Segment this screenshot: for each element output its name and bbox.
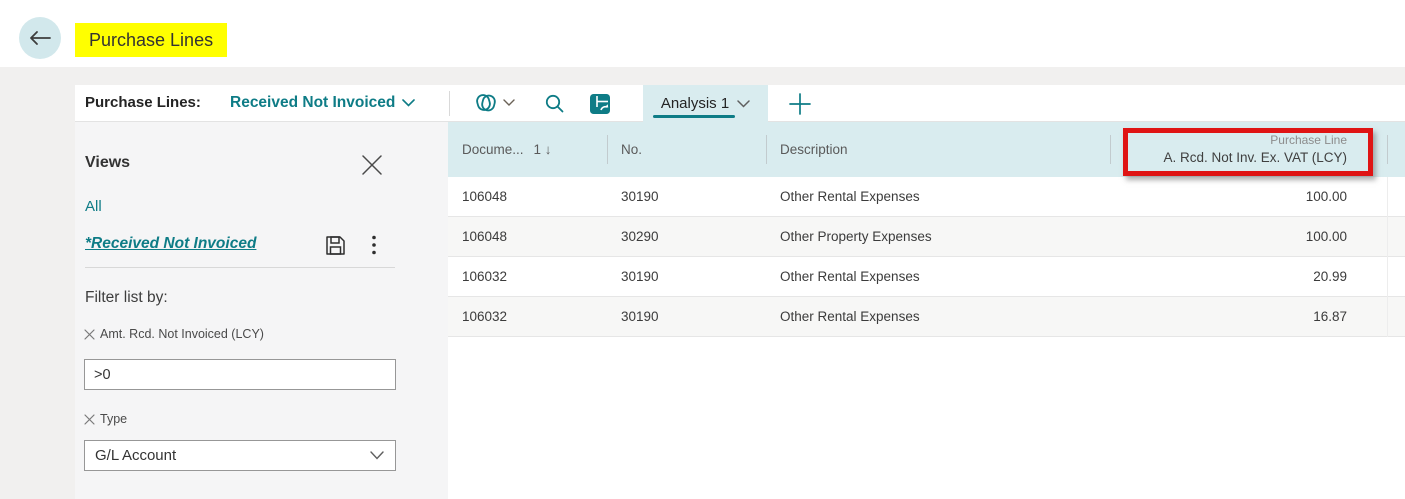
remove-filter-icon[interactable] (84, 413, 95, 425)
back-button[interactable] (19, 17, 61, 59)
back-arrow-icon (29, 30, 51, 46)
table-row[interactable]: 106048 30190 Other Rental Expenses 100.0… (448, 177, 1405, 217)
filter-pane: Views All *Received Not Invoiced (75, 122, 448, 499)
chevron-down-icon (370, 451, 395, 460)
sort-indicator: 1 ↓ (533, 142, 552, 157)
view-selector-dropdown[interactable]: Received Not Invoiced (230, 85, 416, 121)
top-header-band: Purchase Lines (0, 0, 1405, 67)
cell-no[interactable]: 30190 (621, 269, 659, 284)
table-row[interactable]: 106048 30290 Other Property Expenses 100… (448, 217, 1405, 257)
vertical-ellipsis-icon (372, 235, 376, 255)
purchase-lines-table: Docume... 1 ↓ No. Description Purchase Li… (448, 122, 1405, 499)
list-toolbar: Purchase Lines: Received Not Invoiced (75, 85, 1405, 122)
table-row[interactable]: 106032 30190 Other Rental Expenses 20.99 (448, 257, 1405, 297)
column-divider (1110, 135, 1111, 164)
chevron-down-icon (503, 99, 515, 107)
column-header-amount[interactable]: Purchase Line A. Rcd. Not Inv. Ex. VAT (… (1110, 122, 1387, 177)
remove-filter-icon[interactable] (84, 328, 95, 340)
tab-analysis-1[interactable]: Analysis 1 (643, 85, 768, 122)
view-item-received-not-invoiced[interactable]: *Received Not Invoiced (85, 235, 257, 252)
filter-type-label-row: Type (84, 412, 127, 426)
copilot-button[interactable] (473, 91, 515, 115)
analysis-mode-icon (589, 93, 611, 115)
column-header-document-no[interactable]: Docume... 1 ↓ (462, 142, 552, 157)
cell-document-no[interactable]: 106048 (462, 189, 508, 204)
chevron-down-icon (737, 99, 750, 108)
column-divider (1387, 177, 1388, 337)
column-divider (766, 135, 767, 164)
toolbar-divider (449, 91, 450, 116)
column-divider (607, 135, 608, 164)
save-icon (325, 235, 346, 256)
cell-no[interactable]: 30190 (621, 189, 659, 204)
tab-active-underline (653, 115, 735, 118)
cell-amount[interactable]: 20.99 (1313, 269, 1347, 284)
views-section-divider (85, 267, 395, 268)
cell-amount[interactable]: 16.87 (1313, 309, 1347, 324)
filter-amount-label-row: Amt. Rcd. Not Invoiced (LCY) (84, 327, 264, 341)
search-button[interactable] (543, 92, 565, 116)
column-divider (1387, 135, 1388, 164)
column-header-no[interactable]: No. (621, 142, 643, 157)
cell-description[interactable]: Other Property Expenses (780, 229, 932, 244)
list-caption: Purchase Lines: (85, 94, 201, 111)
column-group-caption: Purchase Line (1270, 133, 1347, 147)
view-item-all[interactable]: All (85, 198, 102, 215)
cell-amount[interactable]: 100.00 (1305, 189, 1347, 204)
cell-description[interactable]: Other Rental Expenses (780, 269, 920, 284)
filter-type-label: Type (100, 412, 128, 426)
cell-document-no[interactable]: 106032 (462, 309, 508, 324)
cell-description[interactable]: Other Rental Expenses (780, 189, 920, 204)
cell-no[interactable]: 30190 (621, 309, 659, 324)
cell-no[interactable]: 30290 (621, 229, 659, 244)
filter-amount-label: Amt. Rcd. Not Invoiced (LCY) (100, 327, 264, 341)
copilot-icon (473, 91, 499, 115)
page-title: Purchase Lines (75, 23, 228, 57)
chevron-down-icon (402, 99, 416, 107)
search-icon (543, 93, 565, 115)
filter-amount-input[interactable] (84, 359, 396, 390)
column-caption: A. Rcd. Not Inv. Ex. VAT (LCY) (1163, 150, 1347, 165)
cell-document-no[interactable]: 106048 (462, 229, 508, 244)
cell-description[interactable]: Other Rental Expenses (780, 309, 920, 324)
table-header-row: Docume... 1 ↓ No. Description Purchase Li… (448, 122, 1405, 177)
cell-amount[interactable]: 100.00 (1305, 229, 1347, 244)
list-page-card: Purchase Lines: Received Not Invoiced (75, 85, 1405, 499)
add-analysis-tab-button[interactable] (787, 91, 813, 117)
filter-type-dropdown[interactable]: G/L Account (84, 440, 396, 471)
tab-analysis-1-label: Analysis 1 (660, 95, 730, 112)
views-pane-title: Views (85, 154, 131, 171)
close-filter-pane-button[interactable] (358, 151, 386, 179)
filter-type-value: G/L Account (95, 447, 177, 464)
table-row[interactable]: 106032 30190 Other Rental Expenses 16.87 (448, 297, 1405, 337)
save-view-button[interactable] (322, 232, 348, 258)
plus-icon (788, 92, 812, 116)
column-header-description[interactable]: Description (780, 142, 848, 157)
analysis-mode-toggle[interactable] (589, 92, 611, 116)
view-more-options-button[interactable] (363, 232, 385, 258)
filter-list-title: Filter list by: (85, 289, 168, 306)
view-selector-label: Received Not Invoiced (230, 94, 396, 111)
cell-document-no[interactable]: 106032 (462, 269, 508, 284)
close-icon (361, 154, 383, 176)
